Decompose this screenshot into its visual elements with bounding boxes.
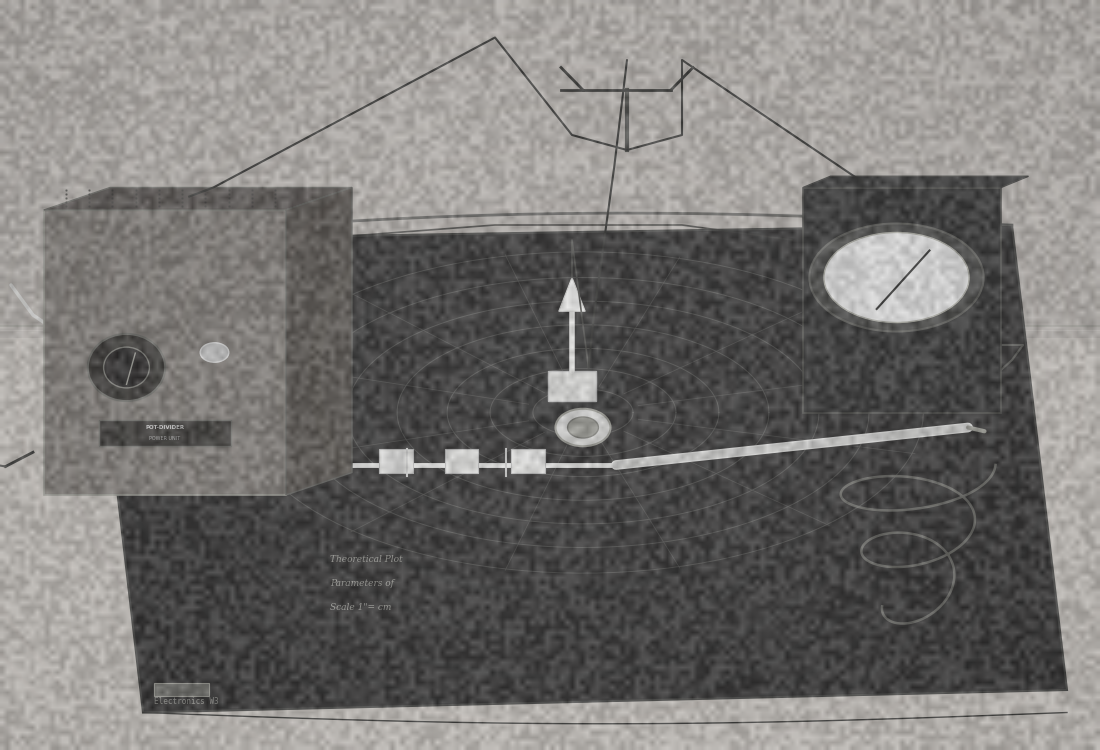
Polygon shape — [88, 225, 1067, 712]
Bar — [0, 0, 1100, 338]
Polygon shape — [44, 210, 286, 495]
Text: Scale 1"= cm: Scale 1"= cm — [330, 603, 392, 612]
Circle shape — [556, 409, 610, 446]
Ellipse shape — [824, 232, 969, 322]
Bar — [548, 371, 596, 401]
Bar — [512, 448, 544, 472]
Polygon shape — [286, 188, 352, 495]
Ellipse shape — [103, 347, 150, 388]
Bar — [446, 448, 478, 472]
Ellipse shape — [810, 224, 983, 332]
Text: POT-DIVIDER: POT-DIVIDER — [145, 425, 185, 430]
Bar — [154, 682, 209, 696]
Polygon shape — [803, 188, 1001, 412]
Bar — [0, 338, 1100, 750]
Polygon shape — [44, 188, 352, 210]
Bar — [379, 448, 412, 472]
Text: Electronics W3: Electronics W3 — [154, 698, 219, 706]
Bar — [99, 420, 231, 446]
Circle shape — [200, 343, 229, 362]
Circle shape — [568, 417, 598, 438]
Text: Theoretical Plot: Theoretical Plot — [330, 555, 403, 564]
Text: Parameters of: Parameters of — [330, 579, 394, 588]
Ellipse shape — [88, 334, 165, 401]
Polygon shape — [559, 278, 585, 311]
Text: POWER UNIT: POWER UNIT — [150, 436, 180, 441]
Polygon shape — [803, 176, 1028, 188]
